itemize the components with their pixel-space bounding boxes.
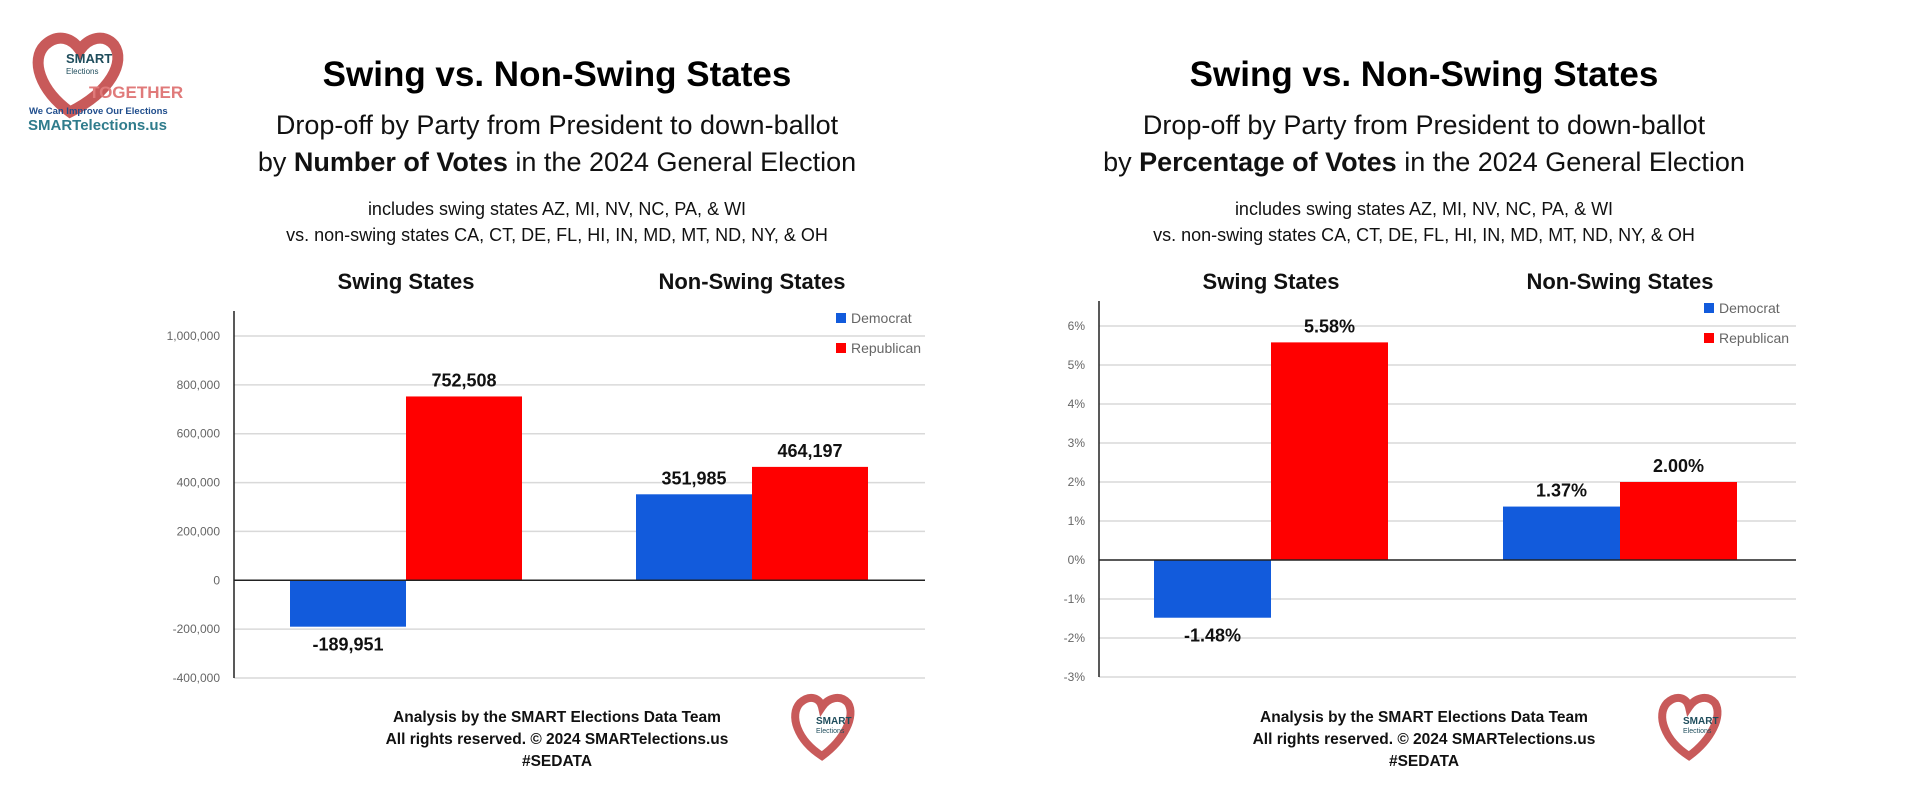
y-tick-label: -200,000 <box>173 622 221 636</box>
subtitle-metric: Percentage of Votes <box>1139 147 1397 177</box>
y-tick-label: 200,000 <box>177 524 221 538</box>
y-tick-label: -2% <box>1064 631 1086 645</box>
category-label: Swing States <box>1203 269 1340 294</box>
y-tick-label: 800,000 <box>177 378 221 392</box>
y-tick-label: 1,000,000 <box>167 329 221 343</box>
category-label: Non-Swing States <box>658 269 845 294</box>
bar-republican <box>752 466 868 581</box>
svg-text:We Can Improve Our Elections: We Can Improve Our Elections <box>29 106 168 117</box>
y-tick-label: 6% <box>1068 319 1086 333</box>
svg-text:Elections: Elections <box>66 67 98 76</box>
bar-democrat <box>1503 506 1620 560</box>
svg-text:SMART: SMART <box>66 51 112 66</box>
chart-subtitle-line2: by Percentage of Votes in the 2024 Gener… <box>1103 147 1745 177</box>
data-label: 5.58% <box>1304 316 1355 336</box>
logo-text: SMART <box>816 716 852 727</box>
chart-subtitle-line2: by Number of Votes in the 2024 General E… <box>258 147 856 177</box>
bar-democrat <box>1154 560 1271 618</box>
subtitle-prefix: by <box>258 147 294 177</box>
percentage-chart: Swing vs. Non-Swing States Drop-off by Pa… <box>1064 55 1796 770</box>
y-tick-label: 3% <box>1068 436 1086 450</box>
legend-label: Republican <box>851 340 921 356</box>
logo-text: Elections <box>1683 728 1712 735</box>
subtitle-prefix: by <box>1103 147 1139 177</box>
legend-label: Republican <box>1719 330 1789 346</box>
y-tick-label: 5% <box>1068 358 1086 372</box>
heart-logo-icon <box>1658 693 1722 761</box>
data-label: -1.48% <box>1184 626 1241 646</box>
category-label: Swing States <box>338 269 475 294</box>
data-label: 2.00% <box>1653 456 1704 476</box>
smart-elections-logo: SMART Elections TOGETHER We Can Improve … <box>28 32 183 134</box>
legend-label: Democrat <box>851 310 912 326</box>
logo-text: SMART <box>1683 716 1719 727</box>
chart-subtitle: Drop-off by Party from President to down… <box>1143 110 1706 140</box>
data-label: -189,951 <box>312 635 383 655</box>
data-label: 1.37% <box>1536 481 1587 501</box>
bar-republican <box>1271 342 1388 560</box>
y-tick-label: -1% <box>1064 592 1086 606</box>
logo-text: Elections <box>816 728 845 735</box>
legend-swatch <box>1704 333 1714 343</box>
subtitle-metric: Number of Votes <box>294 147 508 177</box>
legend-swatch <box>836 343 846 353</box>
chart-note: includes swing states AZ, MI, NV, NC, PA… <box>368 199 746 219</box>
votes-chart: Swing vs. Non-Swing States Drop-off by Pa… <box>167 55 925 770</box>
footer-credit: Analysis by the SMART Elections Data Tea… <box>393 709 721 726</box>
y-tick-label: 400,000 <box>177 476 221 490</box>
chart-title: Swing vs. Non-Swing States <box>1190 55 1659 94</box>
legend-label: Democrat <box>1719 300 1780 316</box>
footer-hashtag: #SEDATA <box>1389 753 1459 770</box>
data-label: 752,508 <box>431 370 496 390</box>
heart-logo-icon <box>791 693 855 761</box>
data-label: 464,197 <box>777 441 842 461</box>
footer-credit: Analysis by the SMART Elections Data Tea… <box>1260 709 1588 726</box>
y-tick-label: 1% <box>1068 514 1086 528</box>
bar-democrat <box>290 580 406 627</box>
chart-subtitle: Drop-off by Party from President to down… <box>276 110 839 140</box>
category-label: Non-Swing States <box>1526 269 1713 294</box>
y-tick-label: -400,000 <box>173 671 221 685</box>
y-tick-label: 0 <box>213 573 220 587</box>
footer-rights: All rights reserved. © 2024 SMARTelectio… <box>1253 731 1596 748</box>
svg-text:TOGETHER: TOGETHER <box>89 83 183 102</box>
chart-note: vs. non-swing states CA, CT, DE, FL, HI,… <box>286 225 828 245</box>
chart-title: Swing vs. Non-Swing States <box>323 55 792 94</box>
bar-republican <box>406 396 522 581</box>
data-label: 351,985 <box>661 468 726 488</box>
y-tick-label: 4% <box>1068 397 1086 411</box>
chart-note: vs. non-swing states CA, CT, DE, FL, HI,… <box>1153 225 1695 245</box>
subtitle-suffix: in the 2024 General Election <box>508 147 856 177</box>
legend-swatch <box>1704 303 1714 313</box>
heart-logo-icon <box>32 32 124 119</box>
y-tick-label: 2% <box>1068 475 1086 489</box>
footer-rights: All rights reserved. © 2024 SMARTelectio… <box>386 731 729 748</box>
footer-hashtag: #SEDATA <box>522 753 592 770</box>
y-tick-label: 0% <box>1068 553 1086 567</box>
bar-republican <box>1620 482 1737 560</box>
y-tick-label: 600,000 <box>177 427 221 441</box>
svg-text:SMARTelections.us: SMARTelections.us <box>28 117 167 134</box>
subtitle-suffix: in the 2024 General Election <box>1397 147 1745 177</box>
bar-democrat <box>636 494 752 581</box>
chart-note: includes swing states AZ, MI, NV, NC, PA… <box>1235 199 1613 219</box>
legend-swatch <box>836 313 846 323</box>
y-tick-label: -3% <box>1064 670 1086 684</box>
